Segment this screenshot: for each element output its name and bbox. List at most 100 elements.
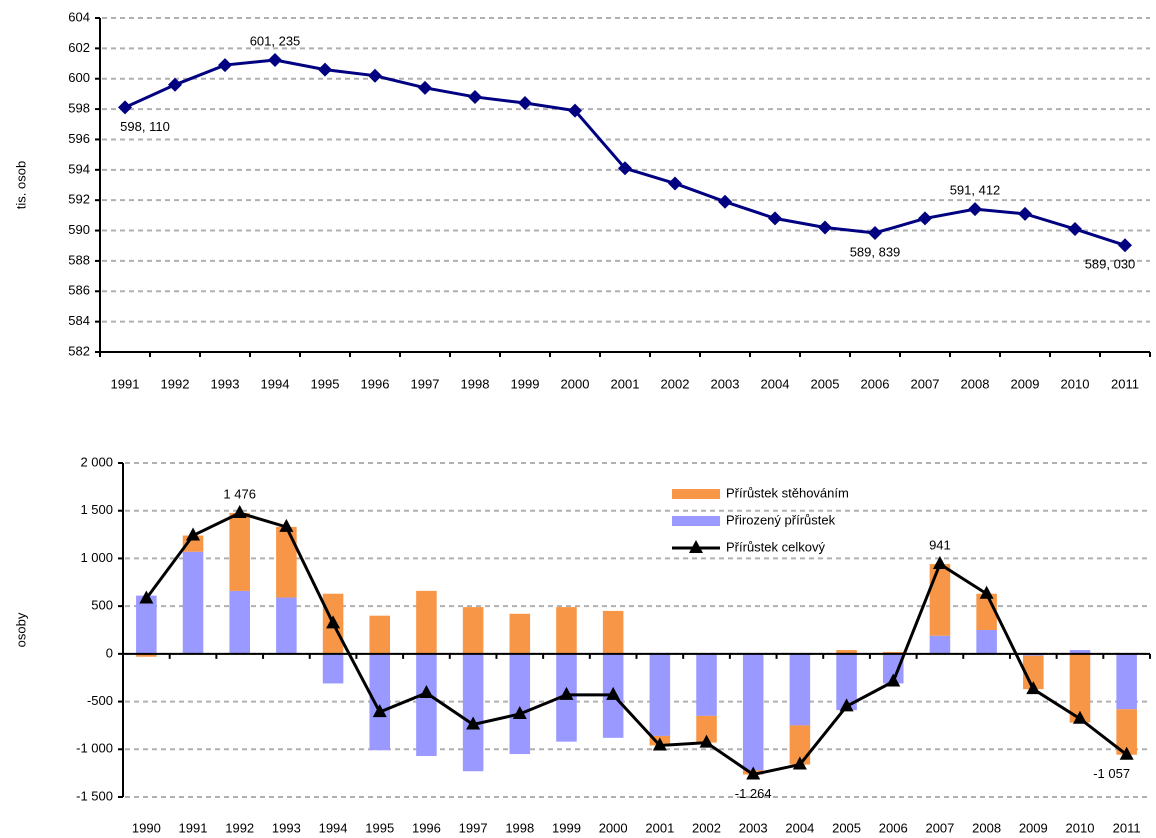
marker (468, 89, 482, 104)
y-axis-title: osoby (13, 612, 28, 647)
bar (649, 653, 671, 736)
x-tick-label: 1995 (311, 376, 340, 391)
marker (618, 161, 632, 176)
marker (372, 704, 387, 718)
x-tick-label: 2011 (1111, 376, 1139, 391)
x-tick-label: 1993 (211, 376, 240, 391)
x-tick-label: 1991 (111, 376, 140, 391)
legend-swatch (672, 516, 720, 526)
data-label: 589, 030 (1085, 257, 1136, 272)
marker (868, 225, 882, 240)
y-tick-label: 584 (68, 313, 90, 328)
marker (232, 505, 247, 519)
x-tick-label: 2010 (1061, 376, 1090, 391)
marker (699, 734, 714, 748)
bar (789, 653, 811, 726)
bar (369, 615, 391, 654)
bar (976, 630, 997, 654)
marker (918, 211, 932, 226)
x-tick-label: 1996 (361, 376, 390, 391)
marker (1118, 238, 1132, 253)
marker (606, 686, 621, 700)
y-tick-label: 582 (68, 343, 90, 358)
x-tick-label: 2004 (785, 820, 814, 835)
bar (229, 590, 250, 654)
x-tick-label: 2002 (661, 376, 690, 391)
y-tick-label: 602 (68, 40, 90, 55)
marker (318, 62, 332, 77)
marker (886, 673, 901, 687)
marker (326, 615, 341, 629)
y-tick-label: 1 000 (80, 550, 113, 565)
bar (276, 597, 297, 654)
bar (789, 725, 811, 765)
marker (652, 737, 667, 751)
bar (509, 653, 531, 755)
x-tick-label: 2004 (761, 376, 790, 391)
bar (556, 607, 577, 654)
marker (268, 52, 282, 67)
line (124, 58, 1126, 247)
x-tick-label: 2006 (861, 376, 890, 391)
marker (768, 211, 782, 226)
data-label: -1 057 (1093, 766, 1130, 781)
y-tick-label: -1 000 (76, 741, 113, 756)
marker (968, 202, 982, 217)
bar (229, 513, 250, 591)
marker (1119, 746, 1134, 760)
y-tick-label: 604 (68, 9, 90, 24)
x-tick-label: 2009 (1019, 820, 1048, 835)
x-tick-label: 1992 (225, 820, 254, 835)
bar (976, 593, 997, 630)
y-tick-label: 594 (68, 161, 90, 176)
marker (568, 103, 582, 118)
data-label: 1 476 (223, 486, 256, 501)
y-tick-label: 600 (68, 70, 90, 85)
bar (882, 653, 904, 684)
marker (118, 100, 132, 115)
x-tick-label: 2005 (811, 376, 840, 391)
x-tick-label: 2005 (832, 820, 861, 835)
y-tick-label: 1 500 (80, 502, 113, 517)
marker (512, 705, 527, 719)
marker (1018, 206, 1032, 221)
bar (462, 653, 484, 772)
legend-marker (689, 540, 703, 553)
bar (1069, 653, 1091, 723)
x-tick-label: 2009 (1011, 376, 1040, 391)
y-tick-label: 592 (68, 192, 90, 207)
legend-label: Přírůstek celkový (726, 539, 825, 554)
bar (509, 613, 531, 654)
legend-label: Přirozený přírůstek (726, 512, 836, 527)
marker (559, 686, 574, 700)
bar (602, 610, 624, 654)
x-tick-label: 1998 (461, 376, 490, 391)
marker (218, 58, 232, 73)
marker (186, 527, 201, 541)
marker (1072, 710, 1087, 724)
x-tick-label: 1999 (552, 820, 581, 835)
bar (136, 595, 157, 654)
marker (418, 80, 432, 95)
marker (139, 590, 154, 604)
marker (368, 68, 382, 83)
marker (1026, 681, 1041, 695)
line (145, 511, 1128, 777)
x-tick-label: 1994 (319, 820, 348, 835)
bar (136, 653, 157, 657)
bar (416, 590, 437, 654)
x-tick-label: 1996 (412, 820, 441, 835)
y-tick-label: 586 (68, 283, 90, 298)
y-tick-label: 0 (106, 645, 113, 660)
y-tick-label: 500 (91, 598, 113, 613)
x-tick-label: 1997 (459, 820, 488, 835)
legend-swatch (672, 489, 720, 499)
bar (696, 653, 717, 716)
x-tick-label: 1994 (261, 376, 290, 391)
marker (792, 756, 807, 770)
bar (416, 653, 437, 756)
x-tick-label: 2000 (599, 820, 628, 835)
bar (1116, 653, 1137, 710)
data-label: 589, 839 (850, 244, 901, 259)
x-tick-label: 1995 (365, 820, 394, 835)
